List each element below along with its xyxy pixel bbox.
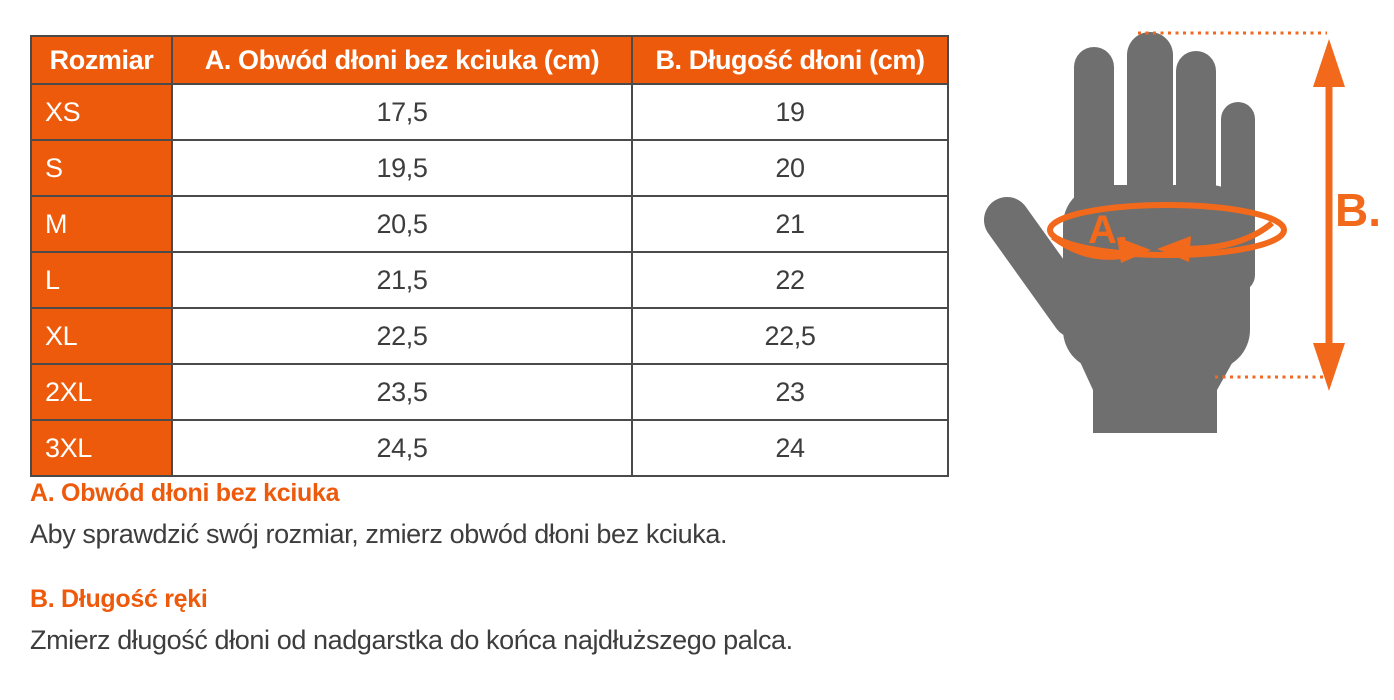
label-b: B. — [1335, 184, 1381, 236]
header-size: Rozmiar — [30, 35, 173, 85]
table-row: M 20,5 21 — [30, 195, 949, 253]
hand-silhouette-icon — [984, 32, 1255, 433]
size-label: 3XL — [30, 419, 173, 477]
circumference-value: 22,5 — [171, 307, 633, 365]
length-value: 23 — [631, 363, 949, 421]
length-value: 21 — [631, 195, 949, 253]
table-row: L 21,5 22 — [30, 251, 949, 309]
table-row: S 19,5 20 — [30, 139, 949, 197]
length-value: 20 — [631, 139, 949, 197]
table-row: 2XL 23,5 23 — [30, 363, 949, 421]
length-value: 22,5 — [631, 307, 949, 365]
circumference-value: 23,5 — [171, 363, 633, 421]
size-table: Rozmiar A. Obwód dłoni bez kciuka (cm) B… — [30, 35, 949, 477]
length-arrow-icon — [1138, 31, 1345, 391]
note-length-body: Zmierz długość dłoni od nadgarstka do ko… — [30, 625, 793, 655]
note-length: B. Długość ręki Zmierz długość dłoni od … — [30, 585, 793, 656]
size-label: S — [30, 139, 173, 197]
note-circumference: A. Obwód dłoni bez kciuka Aby sprawdzić … — [30, 479, 727, 550]
table-row: 3XL 24,5 24 — [30, 419, 949, 477]
header-length: B. Długość dłoni (cm) — [631, 35, 949, 85]
label-a: A. — [1088, 208, 1128, 252]
circumference-value: 20,5 — [171, 195, 633, 253]
circumference-value: 21,5 — [171, 251, 633, 309]
note-length-heading: B. Długość ręki — [30, 585, 208, 613]
circumference-value: 24,5 — [171, 419, 633, 477]
header-circumference: A. Obwód dłoni bez kciuka (cm) — [171, 35, 633, 85]
size-label: L — [30, 251, 173, 309]
hand-measurement-diagram: A. B. — [984, 31, 1381, 433]
size-label: XS — [30, 83, 173, 141]
size-label: 2XL — [30, 363, 173, 421]
length-value: 22 — [631, 251, 949, 309]
note-circumference-body: Aby sprawdzić swój rozmiar, zmierz obwód… — [30, 519, 728, 549]
size-label: M — [30, 195, 173, 253]
circumference-arrow-icon — [1047, 202, 1287, 263]
table-header-row: Rozmiar A. Obwód dłoni bez kciuka (cm) B… — [30, 35, 949, 85]
length-value: 24 — [631, 419, 949, 477]
size-label: XL — [30, 307, 173, 365]
length-value: 19 — [631, 83, 949, 141]
table-row: XS 17,5 19 — [30, 83, 949, 141]
circumference-value: 17,5 — [171, 83, 633, 141]
table-row: XL 22,5 22,5 — [30, 307, 949, 365]
note-circumference-heading: A. Obwód dłoni bez kciuka — [30, 479, 340, 507]
circumference-value: 19,5 — [171, 139, 633, 197]
